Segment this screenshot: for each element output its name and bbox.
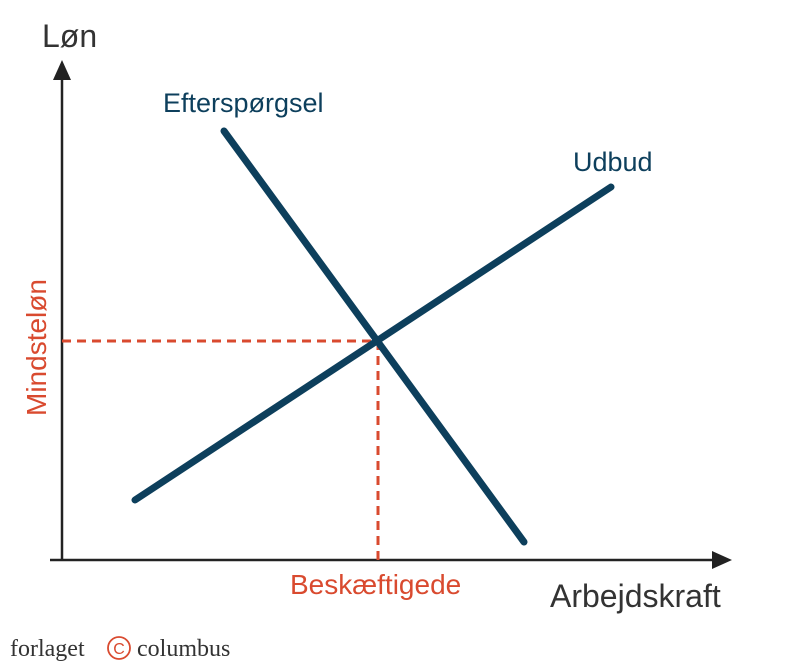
y-axis-label: Løn: [42, 18, 97, 54]
demand-curve: [220, 127, 528, 546]
employed-label: Beskæftigede: [290, 569, 461, 600]
brand-mark: C: [113, 641, 125, 658]
y-axis-arrow: [53, 60, 71, 80]
copyright-circle-icon: [107, 636, 131, 660]
supply-label: Udbud: [573, 147, 653, 177]
x-axis-arrow: [712, 551, 732, 569]
supply-curve: [131, 183, 615, 504]
demand-label: Efterspørgsel: [163, 88, 324, 118]
brand-logo: forlaget C columbus: [10, 636, 230, 662]
brand-suffix: columbus: [137, 636, 230, 662]
brand-prefix: forlaget: [10, 636, 85, 662]
min-wage-label: Mindsteløn: [21, 279, 52, 416]
x-axis-label: Arbejdskraft: [550, 578, 721, 614]
